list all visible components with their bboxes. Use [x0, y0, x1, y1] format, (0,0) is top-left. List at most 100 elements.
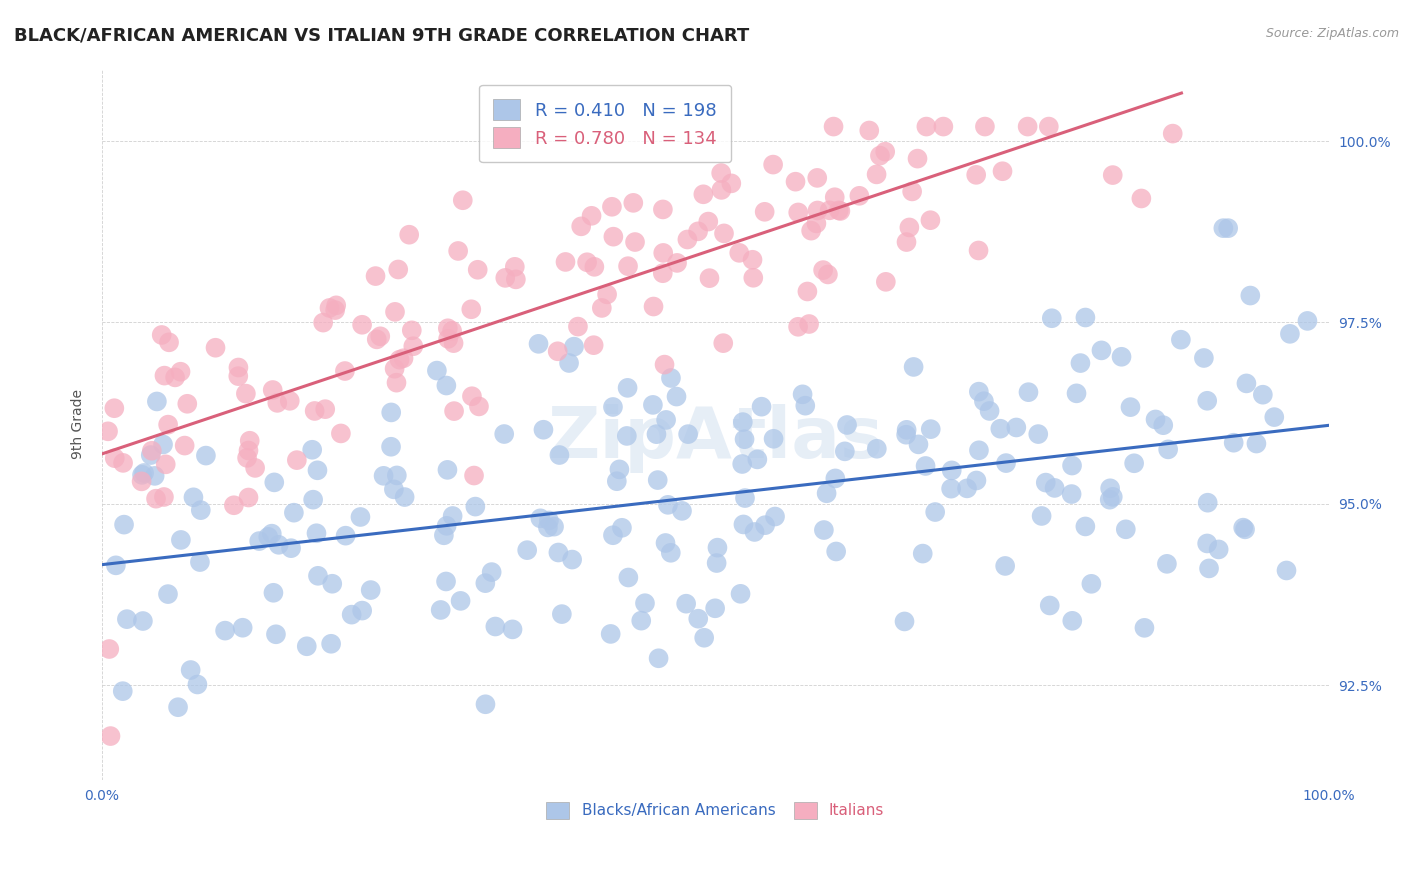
- Point: [156, 587, 179, 601]
- Point: [335, 529, 357, 543]
- Point: [731, 415, 754, 429]
- Point: [1035, 475, 1057, 490]
- Point: [1074, 310, 1097, 325]
- Point: [247, 534, 270, 549]
- Point: [742, 270, 765, 285]
- Point: [896, 235, 918, 249]
- Point: [1017, 385, 1039, 400]
- Point: [232, 621, 254, 635]
- Point: [321, 576, 343, 591]
- Point: [551, 607, 574, 621]
- Point: [228, 360, 250, 375]
- Point: [434, 378, 457, 392]
- Point: [398, 227, 420, 242]
- Point: [915, 120, 938, 134]
- Point: [450, 594, 472, 608]
- Point: [711, 336, 734, 351]
- Point: [730, 587, 752, 601]
- Point: [373, 468, 395, 483]
- Point: [796, 285, 818, 299]
- Point: [692, 187, 714, 202]
- Point: [111, 684, 134, 698]
- Point: [222, 498, 245, 512]
- Point: [1157, 442, 1180, 457]
- Point: [654, 536, 676, 550]
- Point: [503, 260, 526, 274]
- Point: [858, 123, 880, 137]
- Point: [834, 444, 856, 458]
- Point: [907, 152, 929, 166]
- Point: [1263, 410, 1285, 425]
- Point: [561, 552, 583, 566]
- Point: [1156, 557, 1178, 571]
- Point: [481, 565, 503, 579]
- Point: [630, 614, 652, 628]
- Point: [567, 319, 589, 334]
- Point: [112, 517, 135, 532]
- Point: [688, 224, 710, 238]
- Point: [1026, 427, 1049, 442]
- Point: [813, 523, 835, 537]
- Point: [226, 369, 249, 384]
- Point: [994, 558, 1017, 573]
- Point: [811, 263, 834, 277]
- Point: [494, 427, 516, 442]
- Point: [183, 491, 205, 505]
- Point: [132, 614, 155, 628]
- Point: [1062, 614, 1084, 628]
- Point: [352, 318, 374, 332]
- Point: [659, 371, 682, 385]
- Point: [1275, 564, 1298, 578]
- Point: [388, 352, 411, 367]
- Point: [1115, 522, 1137, 536]
- Point: [502, 623, 524, 637]
- Point: [537, 520, 560, 534]
- Point: [505, 272, 527, 286]
- Point: [529, 511, 551, 525]
- Point: [260, 526, 283, 541]
- Point: [787, 319, 810, 334]
- Point: [754, 204, 776, 219]
- Point: [706, 541, 728, 555]
- Point: [112, 456, 135, 470]
- Point: [141, 443, 163, 458]
- Point: [188, 555, 211, 569]
- Point: [150, 328, 173, 343]
- Point: [688, 612, 710, 626]
- Point: [706, 556, 728, 570]
- Point: [920, 422, 942, 436]
- Point: [823, 120, 845, 134]
- Point: [1060, 458, 1083, 473]
- Point: [806, 203, 828, 218]
- Point: [621, 195, 644, 210]
- Point: [973, 394, 995, 409]
- Point: [869, 148, 891, 162]
- Point: [583, 260, 606, 274]
- Point: [236, 450, 259, 465]
- Point: [713, 227, 735, 241]
- Point: [965, 474, 987, 488]
- Point: [263, 475, 285, 490]
- Point: [582, 338, 605, 352]
- Point: [1040, 311, 1063, 326]
- Point: [329, 426, 352, 441]
- Point: [734, 491, 756, 505]
- Point: [835, 417, 858, 432]
- Point: [645, 427, 668, 442]
- Point: [441, 508, 464, 523]
- Point: [1236, 376, 1258, 391]
- Point: [562, 340, 585, 354]
- Point: [437, 321, 460, 335]
- Point: [901, 185, 924, 199]
- Point: [155, 458, 177, 472]
- Point: [1031, 508, 1053, 523]
- Point: [941, 463, 963, 477]
- Point: [1101, 168, 1123, 182]
- Point: [1074, 519, 1097, 533]
- Point: [610, 521, 633, 535]
- Point: [474, 698, 496, 712]
- Point: [262, 383, 284, 397]
- Point: [152, 437, 174, 451]
- Point: [264, 627, 287, 641]
- Point: [153, 490, 176, 504]
